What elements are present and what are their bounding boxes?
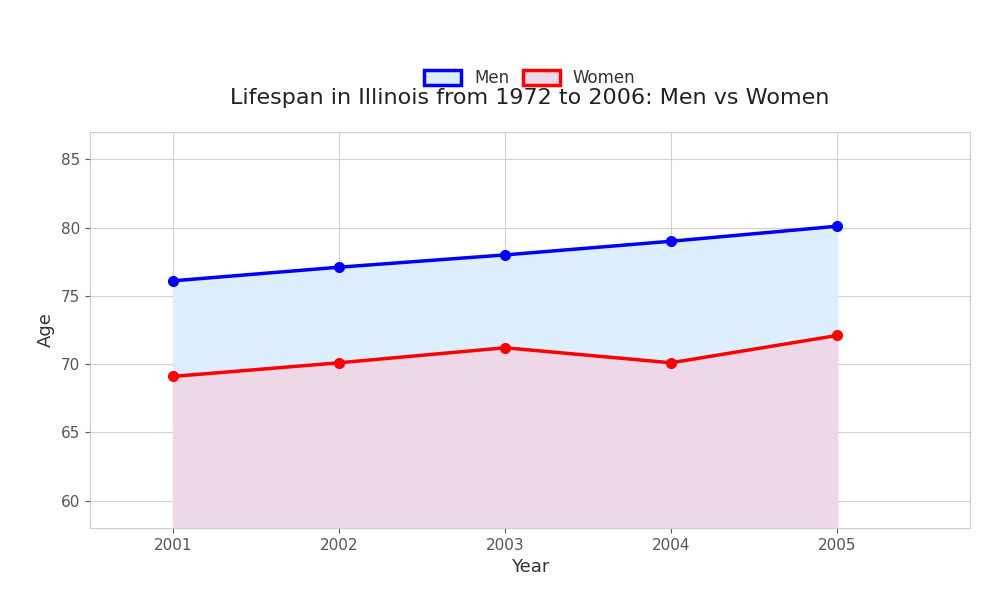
X-axis label: Year: Year bbox=[511, 558, 549, 576]
Y-axis label: Age: Age bbox=[37, 313, 55, 347]
Legend: Men, Women: Men, Women bbox=[424, 69, 636, 87]
Title: Lifespan in Illinois from 1972 to 2006: Men vs Women: Lifespan in Illinois from 1972 to 2006: … bbox=[230, 88, 830, 108]
